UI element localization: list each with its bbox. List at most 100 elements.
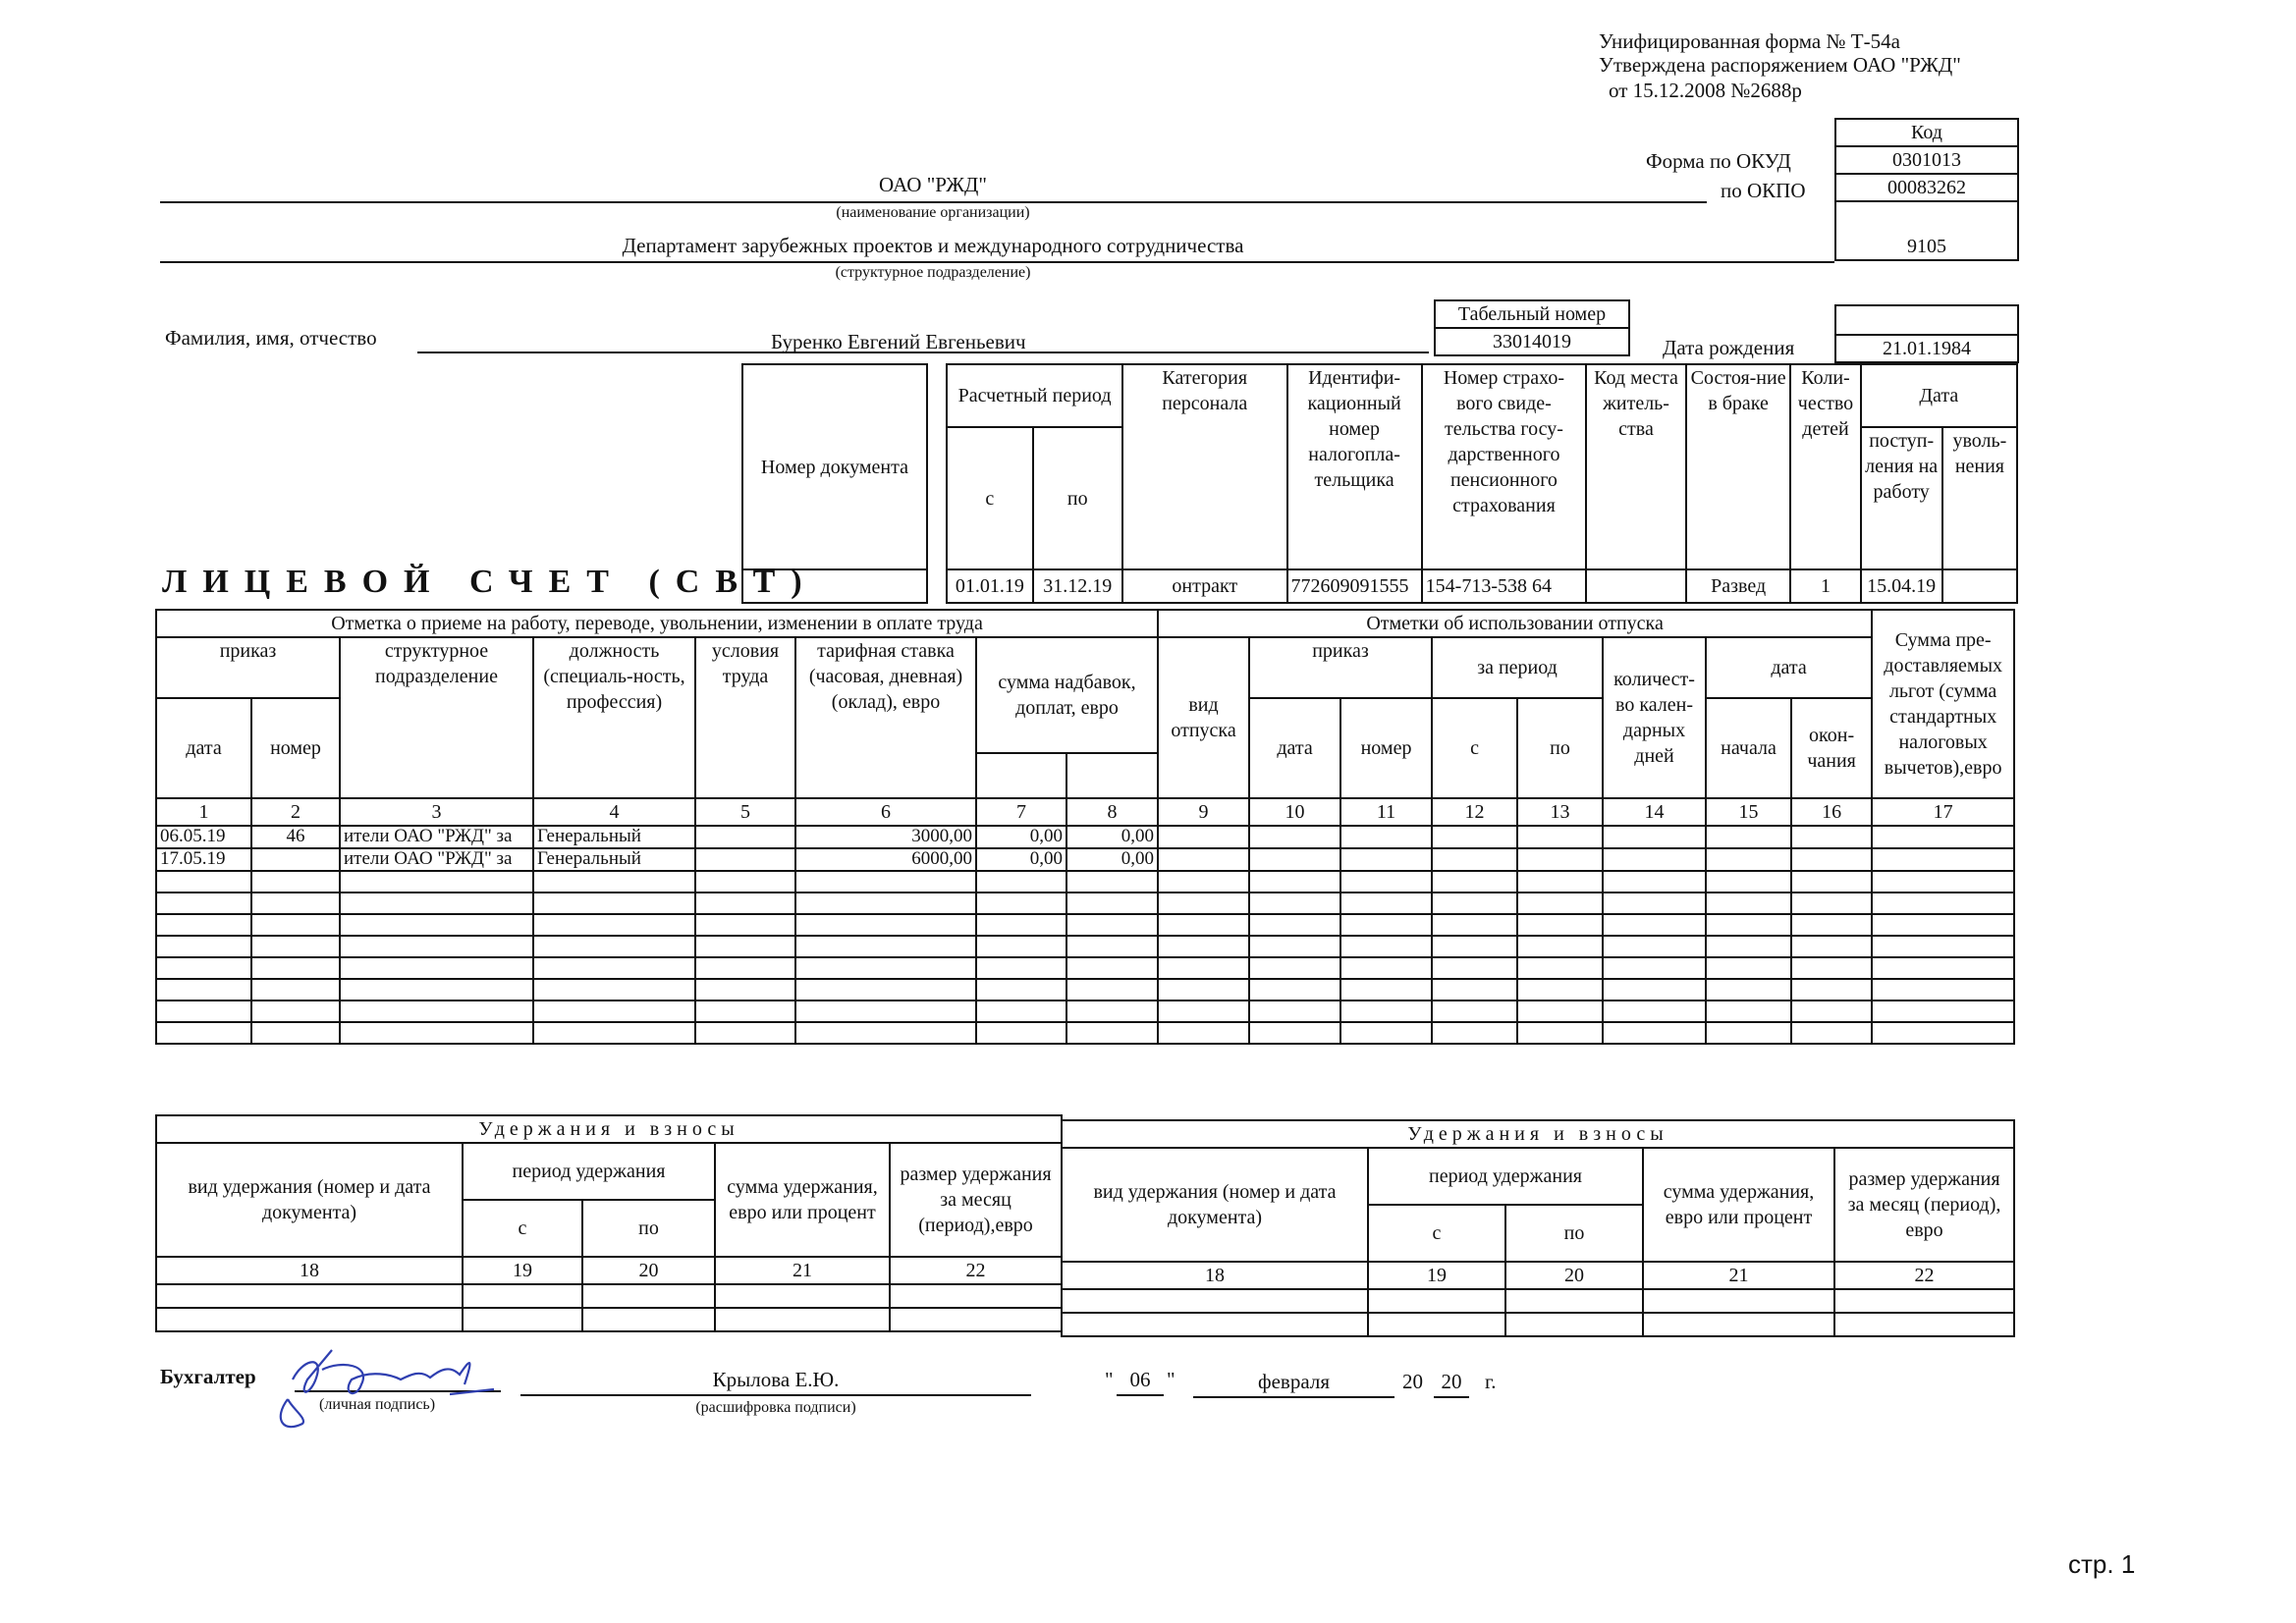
table-cell [1065,934,1160,958]
table-cell [1157,825,1251,849]
table-cell [1602,977,1708,1001]
table-cell [1431,1020,1519,1045]
table-cell [1871,846,2016,872]
tab-number-box: Табельный номер 33014019 [1434,299,1630,356]
table-cell [1248,891,1342,915]
table-cell [339,977,534,1001]
table-row [155,955,2016,980]
name-caption: (расшифровка подписи) [695,1399,856,1416]
table-cell: 0,00 [975,846,1067,872]
deductions-right-header: Удержания и взносы [1061,1119,2015,1149]
table-cell [975,869,1067,893]
table-cell [339,891,534,915]
table-cell [1516,846,1605,872]
table-cell [1705,891,1793,915]
col-num: 18 [155,1256,464,1285]
table-row [155,912,2016,937]
table-row [155,891,2016,915]
table-row [155,977,2016,1001]
table-cell [250,955,341,980]
table-cell [532,934,696,958]
table-row: 17.05.19 ители ОАО "РЖД" за Генеральный 600… [155,846,2016,872]
table-cell [1790,934,1874,958]
table-cell [1065,912,1160,937]
org-name-line [160,201,1707,203]
fio-value: Буренко Евгений Евгеньевич [771,330,1026,353]
col-num: 7 [975,797,1067,827]
table-cell [339,912,534,937]
table-cell [1065,869,1160,893]
table-cell [1516,912,1605,937]
month-line [1193,1396,1394,1398]
table-cell: 46 [250,825,341,849]
col-num: 19 [462,1256,583,1285]
table-row [155,999,2016,1023]
table-cell [1602,891,1708,915]
col-num: 16 [1790,797,1874,827]
table-cell [1248,825,1342,849]
table-cell [1157,846,1251,872]
order-number-header: номер [250,697,341,799]
deduction-from-header: с [462,1199,583,1258]
col-num: 9 [1157,797,1251,827]
table-cell [155,869,252,893]
col-num: 5 [694,797,796,827]
table-cell [1065,955,1160,980]
table-cell [1248,999,1342,1023]
birth-box: 21.01.1984 [1834,304,2019,363]
table-cell [250,999,341,1023]
deduction-sum-header: сумма удержания, евро или процент [1642,1147,1835,1263]
deduction-sum-header: сумма удержания, евро или процент [714,1142,891,1258]
org-name: ОАО "РЖД" [879,173,987,196]
col-num: 20 [1504,1261,1644,1290]
table-cell [250,1020,341,1045]
table-cell [1431,977,1519,1001]
col-num: 17 [1871,797,2016,827]
table-cell [1516,955,1605,980]
table-cell: Генеральный [532,846,696,872]
inn-header: Идентифи-кационный номер налогопла-тельщ… [1285,363,1423,570]
table-cell [1157,869,1251,893]
deduction-type-header: вид удержания (номер и дата документа) [155,1142,464,1258]
table-cell: 0,00 [1065,825,1160,849]
position-header: должность (специаль-ность, профессия) [532,636,696,799]
table-cell [1790,977,1874,1001]
table-cell [1339,999,1434,1023]
table-cell [1871,934,2016,958]
table-cell [1431,934,1519,958]
table-cell [1871,869,2016,893]
table-cell [1431,955,1519,980]
col-num: 1 [155,797,252,827]
vac-order-header: приказ [1248,636,1434,699]
table-cell [975,934,1067,958]
form-line-3: от 15.12.2008 №2688р [1609,79,1802,102]
table-cell [975,1020,1067,1045]
table-cell [975,955,1067,980]
birth-label: Дата рождения [1663,336,1795,359]
table-cell [1248,934,1342,958]
table-cell [155,999,252,1023]
table-cell [532,955,696,980]
vac-to-header: по [1516,697,1605,799]
table-cell [1157,955,1251,980]
struct-header: структурное подразделение [339,636,534,799]
col-num: 20 [581,1256,716,1285]
table-cell: 0,00 [975,825,1067,849]
col-num: 8 [1065,797,1160,827]
table-cell [1339,934,1434,958]
table-cell [1602,869,1708,893]
table-cell: 17.05.19 [155,846,252,872]
vac-days-header: количест-во кален-дарных дней [1602,636,1708,799]
table-cell: 3000,00 [794,825,977,849]
table-cell [1157,999,1251,1023]
order-date-header: дата [155,697,252,799]
table-cell [975,999,1067,1023]
table-row [155,1020,2016,1045]
table-cell [794,1020,977,1045]
col-num: 14 [1602,797,1708,827]
fio-line [417,352,1429,353]
table-cell [1248,912,1342,937]
table-cell [1790,846,1874,872]
marital-value: Развед [1684,568,1792,604]
table-cell [1790,825,1874,849]
